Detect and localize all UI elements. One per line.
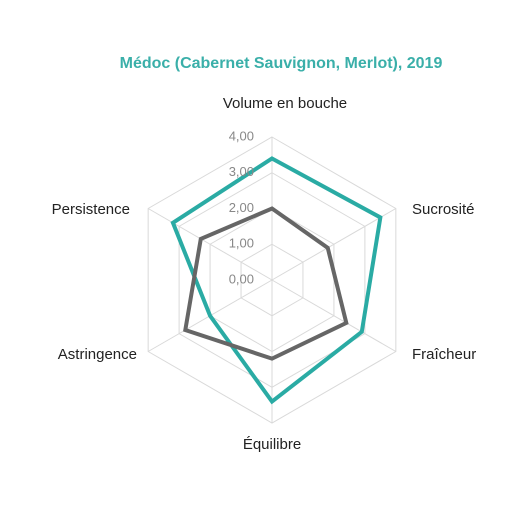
y-tick-label: 4,00 [229,128,254,143]
y-tick-label: 0,00 [229,271,254,286]
axis-spoke [271,208,397,281]
axis-spoke [271,279,397,352]
y-tick-label: 3,00 [229,164,254,179]
chart-title: Médoc (Cabernet Sauvignon, Merlot), 2019 [120,55,443,72]
category-label: Sucrosité [412,201,475,218]
category-label: Fraîcheur [412,346,476,363]
category-label: Astringence [58,346,137,363]
series-line [183,206,349,361]
axis-spoke [147,208,273,281]
y-tick-label: 2,00 [229,200,254,215]
category-label: Persistence [52,201,130,218]
category-label: Volume en bouche [223,95,347,112]
y-tick-label: 1,00 [229,236,254,251]
category-label: Équilibre [243,436,301,453]
series-line [170,156,383,405]
